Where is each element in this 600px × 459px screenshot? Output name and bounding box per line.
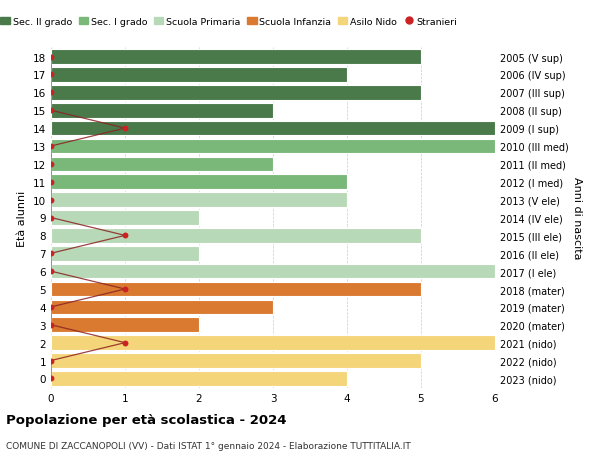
Point [46, 54, 56, 61]
Point [46, 250, 56, 257]
Bar [51, 50, 421, 65]
Bar [51, 336, 495, 350]
Y-axis label: Anni di nascita: Anni di nascita [572, 177, 583, 259]
Point [120, 339, 130, 347]
Point [46, 375, 56, 382]
Bar [51, 318, 199, 332]
Bar [51, 157, 273, 172]
Bar [51, 175, 347, 190]
Point [46, 196, 56, 204]
Point [46, 303, 56, 311]
Point [120, 125, 130, 133]
Point [46, 214, 56, 222]
Text: Popolazione per età scolastica - 2024: Popolazione per età scolastica - 2024 [6, 413, 287, 426]
Bar [51, 353, 421, 368]
Point [46, 357, 56, 364]
Bar [51, 104, 273, 118]
Y-axis label: Età alunni: Età alunni [17, 190, 28, 246]
Bar [51, 193, 347, 207]
Bar [51, 300, 273, 314]
Point [46, 90, 56, 97]
Point [46, 161, 56, 168]
Bar [51, 264, 495, 279]
Bar [51, 122, 495, 136]
Bar [51, 211, 199, 225]
Bar [51, 229, 421, 243]
Bar [51, 282, 421, 297]
Bar [51, 371, 347, 386]
Legend: Sec. II grado, Sec. I grado, Scuola Primaria, Scuola Infanzia, Asilo Nido, Stran: Sec. II grado, Sec. I grado, Scuola Prim… [0, 14, 461, 31]
Bar [51, 68, 347, 83]
Bar [51, 140, 495, 154]
Point [46, 268, 56, 275]
Point [46, 321, 56, 329]
Point [46, 72, 56, 79]
Point [46, 107, 56, 115]
Bar [51, 86, 421, 101]
Point [46, 143, 56, 151]
Point [46, 179, 56, 186]
Text: COMUNE DI ZACCANOPOLI (VV) - Dati ISTAT 1° gennaio 2024 - Elaborazione TUTTITALI: COMUNE DI ZACCANOPOLI (VV) - Dati ISTAT … [6, 441, 411, 450]
Point [120, 232, 130, 240]
Bar [51, 246, 199, 261]
Point [120, 285, 130, 293]
